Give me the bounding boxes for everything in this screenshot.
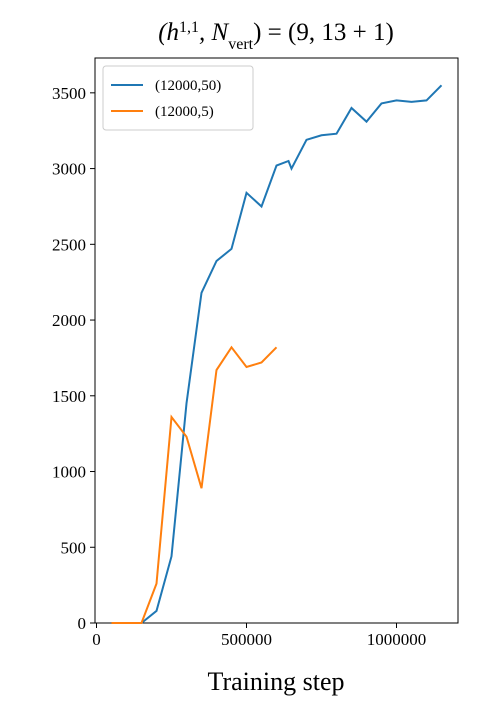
y-tick-label: 500 — [61, 538, 87, 557]
y-tick-label: 3000 — [52, 160, 86, 179]
title-part: ) = (9, 13 + 1) — [253, 19, 394, 46]
y-tick-label: 1000 — [52, 463, 86, 482]
legend-box — [102, 65, 254, 131]
y-tick-label: 1500 — [52, 387, 86, 406]
legend-label: (12000,5) — [155, 104, 214, 120]
title-part: vert — [228, 36, 253, 53]
y-tick-label: 3500 — [52, 84, 86, 103]
x-tick-label: 500000 — [221, 630, 272, 649]
plot-frame — [94, 57, 459, 624]
legend-label: (12000,50) — [155, 78, 221, 94]
x-tick-label: 0 — [92, 630, 101, 649]
line-series — [111, 84, 443, 624]
title-part: (h — [158, 19, 179, 46]
title-part: 1,1 — [179, 19, 199, 36]
y-tick-label: 0 — [78, 614, 87, 633]
title-part: , N — [199, 19, 230, 46]
chart-title: (h1,1, Nvert) = (9, 13 + 1) — [158, 19, 394, 53]
line-series — [111, 345, 278, 624]
y-tick-label: 2000 — [52, 311, 86, 330]
x-tick-label: 1000000 — [367, 630, 427, 649]
y-tick-label: 2500 — [52, 235, 86, 254]
x-axis-label: Training step — [208, 667, 345, 696]
